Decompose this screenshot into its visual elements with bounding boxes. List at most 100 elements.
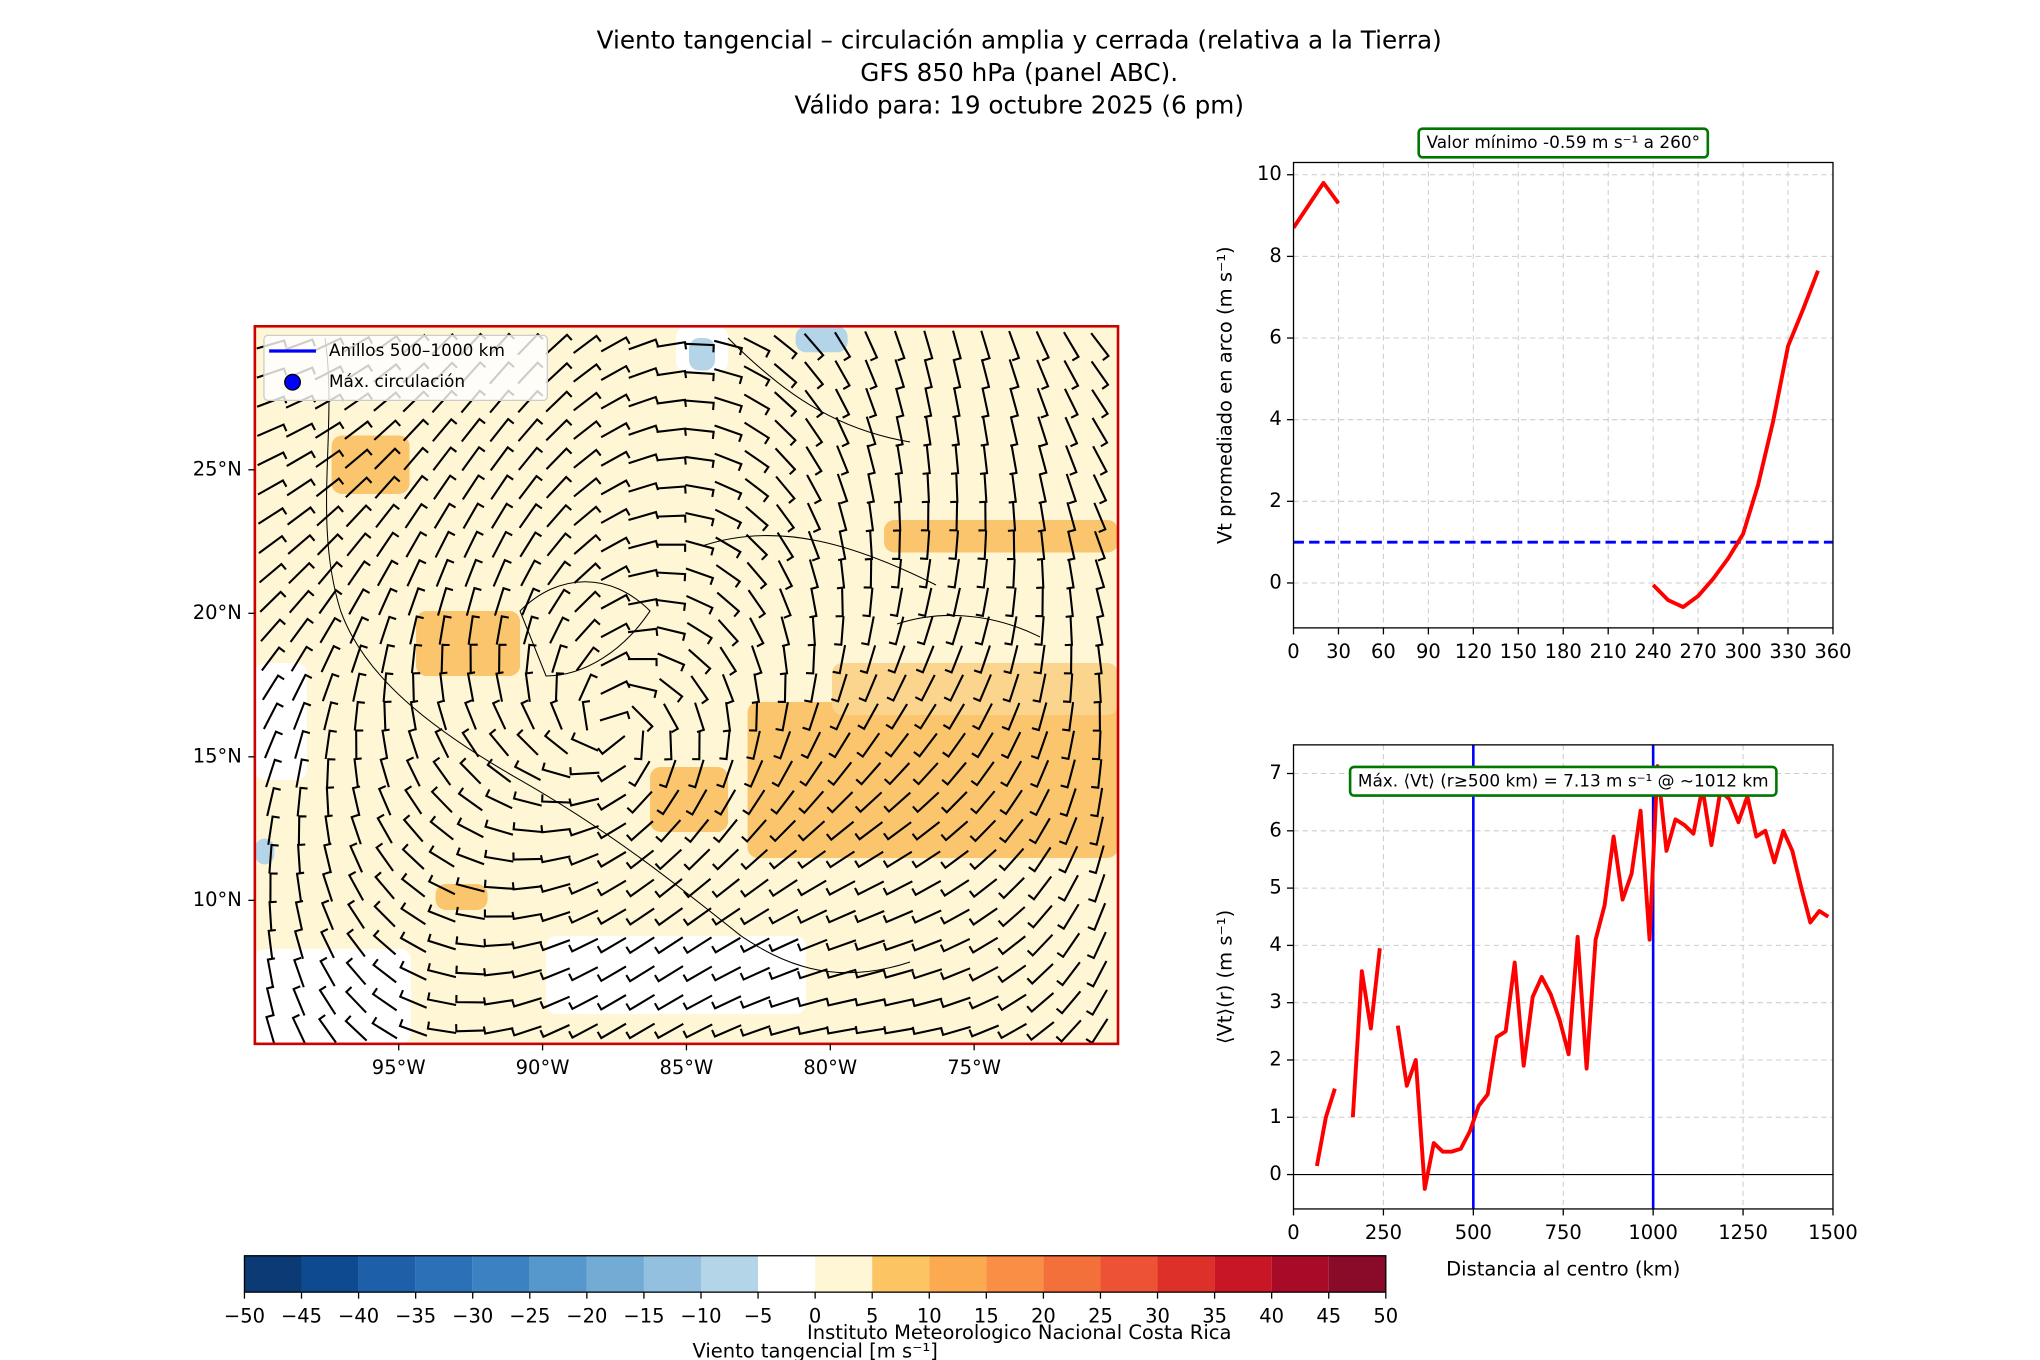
wind-barb [717, 619, 740, 647]
wind-barb [433, 502, 457, 529]
wind-barb [455, 936, 485, 948]
wind-barb [654, 878, 683, 899]
wind-barb [948, 530, 960, 561]
wind-barb [998, 818, 1024, 844]
wind-barb [911, 909, 942, 924]
wind-barb [434, 727, 450, 759]
wind-barb [483, 909, 514, 918]
wind-barb [426, 962, 457, 979]
wind-barb [1035, 587, 1044, 618]
wind-barb [462, 502, 485, 529]
title-line: GFS 850 hPa (panel ABC). [860, 58, 1178, 87]
wind-barb [345, 504, 372, 528]
wind-barb [685, 371, 715, 382]
wind-barb [1055, 1019, 1082, 1043]
wind-barb [1093, 502, 1107, 533]
wind-barb [377, 785, 392, 816]
wind-barb [568, 909, 599, 924]
wind-barb [998, 847, 1025, 872]
wind-barb [944, 645, 963, 674]
wind-barb [460, 417, 486, 443]
wind-barb [656, 626, 686, 642]
wind-barb [883, 998, 914, 1007]
wind-barb [321, 672, 340, 702]
wind-barb [971, 732, 994, 759]
wind-barb [1094, 530, 1106, 562]
wind-barb [596, 793, 627, 811]
wind-barb [600, 622, 631, 639]
wind-barb [573, 391, 602, 412]
wind-barb [662, 703, 680, 734]
wind-barb [345, 957, 367, 986]
wind-barb [371, 1016, 398, 1040]
colorbar-bin [758, 1255, 816, 1293]
wind-barb [825, 850, 855, 869]
wind-barb [518, 474, 543, 500]
wind-barb [1026, 992, 1055, 1014]
wind-barb [857, 703, 879, 731]
wind-barb [864, 530, 874, 561]
wind-barb [836, 473, 849, 505]
wind-barb [778, 588, 792, 619]
wind-barb [321, 871, 334, 902]
wind-barb [597, 735, 626, 756]
wind-barb [916, 616, 934, 646]
wind-barb [320, 644, 341, 673]
colorbar-bin [472, 1255, 530, 1293]
y-tick-label: 20°N [193, 601, 242, 624]
wind-barb [712, 818, 738, 844]
colorbar-tick-label: 5 [866, 1304, 878, 1327]
wind-barb [440, 643, 450, 674]
wind-barb [656, 341, 688, 350]
wind-barb [715, 536, 742, 559]
wind-barb [459, 757, 482, 785]
wind-barb [539, 883, 571, 893]
wind-barb [353, 757, 362, 788]
wind-barb [268, 843, 279, 874]
x-tick-label: 75°W [947, 1056, 1001, 1079]
wind-barb [551, 644, 568, 674]
wind-barb [912, 791, 940, 814]
wind-barb [519, 531, 543, 558]
wind-barb [655, 819, 682, 843]
wind-barb [911, 850, 941, 869]
wind-barb [893, 473, 903, 504]
wind-barb [968, 966, 999, 982]
wind-barb [711, 995, 742, 1010]
wind-barb [656, 369, 688, 379]
wind-barb [350, 813, 362, 845]
colorbar-bin [1271, 1255, 1329, 1293]
wind-barb [1087, 902, 1107, 932]
wind-barb [825, 909, 856, 924]
wind-barb [547, 588, 571, 615]
wind-barb [265, 1014, 276, 1044]
wind-barb [348, 588, 371, 615]
wind-barb [945, 616, 962, 646]
wind-barb [344, 986, 367, 1014]
wind-barb [683, 848, 711, 871]
wind-barb [808, 559, 820, 590]
wind-barb [836, 558, 846, 590]
wind-barb [486, 758, 512, 783]
wind-barb [690, 675, 710, 705]
wind-barb [654, 965, 684, 983]
wind-barb [631, 705, 654, 733]
wind-barb [997, 906, 1026, 928]
wind-barb [998, 877, 1025, 900]
colorbar-bin [1157, 1255, 1215, 1293]
wind-barb [911, 997, 943, 1008]
wind-barb [287, 533, 316, 555]
wind-barb [804, 673, 818, 703]
wind-barb [1037, 444, 1048, 476]
wind-barb [545, 418, 573, 442]
wind-barb [743, 337, 771, 358]
wind-barb [1090, 787, 1104, 818]
colorbar-bin [244, 1255, 302, 1293]
colorbar-label: Viento tangencial [m s⁻¹] [692, 1339, 937, 1360]
wind-barb [1090, 332, 1110, 362]
wind-barb [465, 586, 482, 616]
wind-barb [1065, 445, 1078, 476]
wind-barb [796, 879, 827, 897]
wind-barb [1034, 616, 1045, 646]
wind-barb [625, 965, 655, 983]
